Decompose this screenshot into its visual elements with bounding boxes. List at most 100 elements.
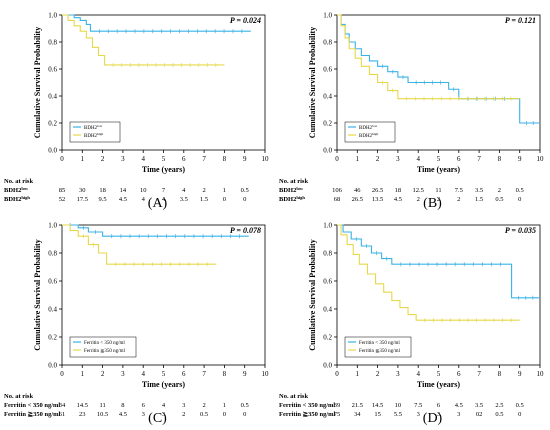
x-tick-label: 1	[81, 155, 85, 163]
x-axis-label: Time (years)	[142, 165, 186, 174]
risk-value: 3	[457, 411, 460, 418]
risk-row-label: Ferritin ≧350 ng/ml	[279, 411, 336, 418]
y-tick-label: 0.6	[48, 278, 57, 286]
risk-value: 3	[417, 411, 420, 418]
risk-value: 1.5	[200, 196, 208, 203]
risk-value: 21.5	[352, 402, 363, 409]
risk-value: 18	[99, 187, 106, 194]
risk-value: 23	[79, 411, 86, 418]
risk-value: 2	[202, 187, 205, 194]
y-tick-label: 0.6	[48, 66, 57, 74]
y-tick-label: 0.4	[323, 306, 332, 314]
km-curve-high	[337, 224, 520, 321]
y-tick-label: 1.0	[323, 222, 332, 230]
y-tick-label: 0.8	[323, 39, 332, 47]
x-axis-label: Time (years)	[417, 165, 461, 174]
risk-value: 7.5	[414, 402, 422, 409]
y-tick-label: 0.2	[48, 120, 57, 128]
km-curve-high	[62, 14, 225, 66]
y-axis-label: Cumulative Survival Probability	[33, 239, 42, 350]
legend-label: BDH2low	[84, 124, 103, 131]
risk-value: 11	[99, 402, 105, 409]
p-value: P = 0.035	[505, 226, 536, 235]
x-tick-label: 9	[243, 370, 247, 378]
risk-value: 0.5	[495, 196, 503, 203]
risk-value: 0	[223, 196, 226, 203]
x-tick-label: 0	[335, 155, 339, 163]
x-tick-label: 6	[182, 370, 186, 378]
risk-value: 9.5	[99, 196, 107, 203]
risk-table-header: No. at risk	[4, 393, 33, 400]
risk-value: 85	[59, 187, 66, 194]
x-tick-label: 3	[396, 155, 400, 163]
y-tick-label: 0.0	[323, 362, 332, 370]
p-value: P = 0.024	[230, 16, 261, 25]
risk-value: 46	[354, 187, 361, 194]
x-tick-label: 8	[223, 155, 227, 163]
legend-label: BDH2high	[84, 132, 104, 139]
risk-value: 1	[223, 187, 226, 194]
y-tick-label: 0.0	[48, 147, 57, 155]
km-curve-low	[337, 224, 540, 299]
panel-a: 0.0 0.2 0.4 0.6 0.8 1.0 0 1 2 3 4 5 6 7 8 9 10 Time (year…	[0, 0, 275, 215]
risk-value: 2	[417, 196, 420, 203]
risk-value: 0.5	[516, 187, 524, 194]
risk-value: 34	[59, 402, 66, 409]
x-tick-label: 6	[457, 155, 461, 163]
km-curve-low	[337, 14, 540, 124]
legend-label: Ferritin ≧350 ng/ml	[359, 348, 400, 354]
risk-value: 26.5	[372, 187, 383, 194]
x-tick-label: 0	[335, 370, 339, 378]
risk-value: 0.5	[241, 187, 249, 194]
y-tick-label: 0.4	[48, 93, 57, 101]
x-tick-label: 4	[416, 370, 420, 378]
risk-value: 3	[142, 411, 145, 418]
risk-value: 14.5	[77, 402, 88, 409]
risk-value: 1	[223, 402, 226, 409]
panel-label: (C)	[148, 411, 167, 426]
risk-table-header: No. at risk	[279, 393, 308, 400]
x-tick-label: 5	[437, 155, 441, 163]
y-tick-label: 1.0	[323, 12, 332, 20]
risk-value: 4.5	[119, 411, 127, 418]
km-curve-low	[62, 224, 249, 237]
legend-label: Ferritin ≧350 ng/ml	[84, 348, 125, 354]
risk-value: 0	[243, 196, 246, 203]
risk-value: 3	[437, 411, 440, 418]
y-tick-label: 0.8	[323, 250, 332, 258]
y-tick-label: 0.8	[48, 39, 57, 47]
risk-value: 30	[79, 187, 86, 194]
x-tick-label: 9	[243, 155, 247, 163]
y-tick-label: 0.6	[323, 66, 332, 74]
risk-value: 4	[182, 187, 186, 194]
risk-value: 6	[437, 402, 441, 409]
x-tick-label: 10	[262, 155, 270, 163]
risk-value: 7.5	[455, 187, 463, 194]
km-curve-high	[62, 224, 217, 265]
risk-value: 68	[334, 196, 341, 203]
x-tick-label: 2	[376, 370, 380, 378]
x-tick-label: 10	[537, 155, 545, 163]
risk-value: 52	[59, 196, 66, 203]
risk-value: 75	[334, 411, 341, 418]
risk-value: 17.5	[77, 196, 88, 203]
risk-value: 13.5	[372, 196, 383, 203]
risk-value: 2.5	[495, 402, 503, 409]
risk-value: 3.5	[475, 402, 483, 409]
risk-row-label: BDH2high	[279, 195, 305, 204]
km-curve-low	[62, 14, 251, 32]
risk-value: 39	[334, 402, 341, 409]
y-tick-label: 0.0	[323, 147, 332, 155]
risk-value: 4	[162, 196, 166, 203]
y-tick-label: 0.2	[48, 334, 57, 342]
risk-table-header: No. at risk	[279, 178, 308, 185]
risk-value: 4	[162, 402, 166, 409]
risk-value: 8	[121, 402, 124, 409]
x-axis-label: Time (years)	[142, 380, 186, 389]
legend-label: BDH2high	[359, 132, 379, 139]
x-tick-label: 3	[396, 370, 400, 378]
risk-value: 26.5	[352, 196, 363, 203]
risk-value: 4	[142, 196, 146, 203]
x-tick-label: 3	[121, 155, 125, 163]
